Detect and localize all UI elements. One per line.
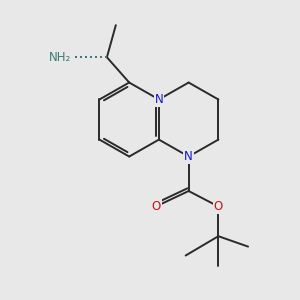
Text: NH₂: NH₂ bbox=[48, 51, 70, 64]
Text: N: N bbox=[154, 93, 163, 106]
Text: N: N bbox=[184, 150, 193, 163]
Text: O: O bbox=[214, 200, 223, 213]
Text: O: O bbox=[151, 200, 160, 213]
